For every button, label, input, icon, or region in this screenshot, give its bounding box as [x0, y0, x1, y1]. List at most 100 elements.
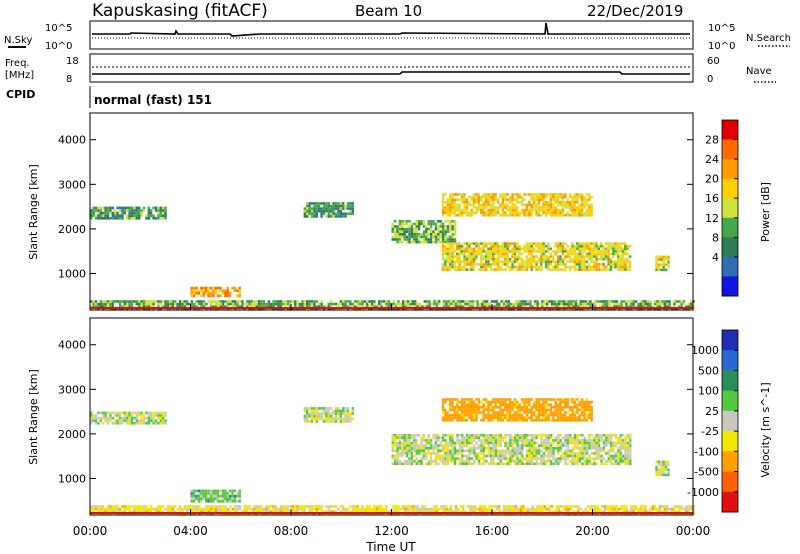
data-cell: [469, 300, 472, 303]
data-cell: [629, 452, 632, 455]
data-cell: [509, 441, 512, 445]
data-cell: [147, 422, 150, 425]
data-cell: [212, 308, 215, 311]
data-cell: [583, 206, 586, 209]
data-cell: [593, 459, 596, 463]
data-cell: [483, 308, 486, 311]
data-cell: [465, 441, 469, 445]
data-cell: [499, 413, 502, 417]
data-cell: [569, 433, 572, 437]
data-cell: [448, 419, 452, 422]
data-cell: [525, 263, 529, 266]
data-cell: [248, 505, 251, 508]
data-cell: [448, 252, 452, 256]
data-cell: [561, 454, 565, 458]
data-cell: [614, 457, 618, 460]
data-cell: [277, 300, 280, 303]
data-cell: [475, 198, 478, 201]
data-cell: [488, 302, 491, 306]
data-cell: [195, 292, 198, 295]
data-cell: [403, 222, 406, 226]
data-cell: [209, 500, 213, 503]
data-cell: [509, 457, 512, 460]
data-cell: [342, 409, 345, 413]
data-cell: [492, 250, 495, 253]
data-cell: [248, 507, 251, 511]
data-cell: [614, 260, 617, 264]
data-cell: [99, 305, 102, 308]
data-cell: [212, 300, 215, 303]
data-cell: [480, 439, 483, 442]
data-cell: [626, 436, 630, 440]
data-cell: [228, 497, 232, 500]
data-cell: [470, 436, 474, 440]
data-cell: [580, 206, 584, 209]
data-cell: [525, 242, 529, 245]
data-cell: [451, 452, 454, 455]
data-cell: [549, 195, 553, 199]
data-cell: [572, 300, 575, 303]
data-cell: [494, 446, 498, 450]
data-cell: [559, 416, 562, 419]
data-cell: [518, 265, 521, 269]
data-cell: [202, 302, 206, 306]
data-cell: [537, 457, 541, 460]
data-cell: [104, 419, 107, 422]
data-cell: [616, 244, 620, 248]
data-cell: [654, 308, 657, 311]
data-cell: [385, 507, 388, 511]
data-cell: [461, 452, 464, 455]
data-cell: [468, 257, 471, 261]
data-cell: [516, 439, 519, 442]
data-cell: [99, 419, 102, 422]
data-cell: [511, 419, 514, 422]
data-cell: [588, 268, 591, 271]
data-cell: [537, 211, 541, 214]
data-cell: [525, 462, 529, 466]
data-cell: [612, 454, 615, 458]
data-cell: [513, 247, 517, 251]
data-cell: [496, 406, 500, 409]
data-cell: [421, 513, 424, 516]
data-cell: [576, 436, 579, 440]
data-cell: [202, 507, 206, 511]
data-cell: [547, 398, 550, 401]
data-cell: [453, 263, 457, 266]
data-cell: [406, 505, 410, 508]
data-cell: [370, 513, 374, 516]
data-cell: [226, 494, 229, 498]
data-cell: [556, 411, 560, 414]
data-cell: [438, 302, 441, 306]
data-cell: [678, 300, 681, 303]
data-cell: [416, 513, 419, 516]
data-cell: [506, 457, 510, 460]
data-cell: [444, 419, 447, 422]
data-cell: [612, 242, 615, 245]
data-cell: [451, 211, 454, 214]
data-cell: [538, 308, 542, 311]
data-cell: [303, 513, 306, 516]
data-cell: [451, 233, 454, 236]
data-cell: [444, 398, 447, 401]
data-cell: [385, 308, 388, 311]
data-cell: [313, 212, 316, 216]
data-cell: [532, 260, 536, 264]
data-cell: [475, 457, 478, 460]
data-cell: [566, 206, 569, 209]
data-cell: [537, 408, 541, 412]
data-cell: [561, 208, 565, 212]
data-cell: [207, 489, 210, 493]
data-cell: [327, 207, 330, 210]
data-cell: [569, 436, 572, 440]
data-cell: [267, 302, 270, 306]
data-cell: [337, 207, 340, 210]
data-cell: [545, 446, 548, 450]
data-cell: [209, 489, 213, 493]
data-cell: [571, 441, 574, 445]
data-cell: [417, 233, 421, 236]
data-cell: [415, 444, 418, 447]
data-cell: [315, 308, 318, 311]
data-cell: [449, 230, 452, 233]
data-cell: [588, 265, 591, 269]
data-cell: [472, 265, 476, 269]
